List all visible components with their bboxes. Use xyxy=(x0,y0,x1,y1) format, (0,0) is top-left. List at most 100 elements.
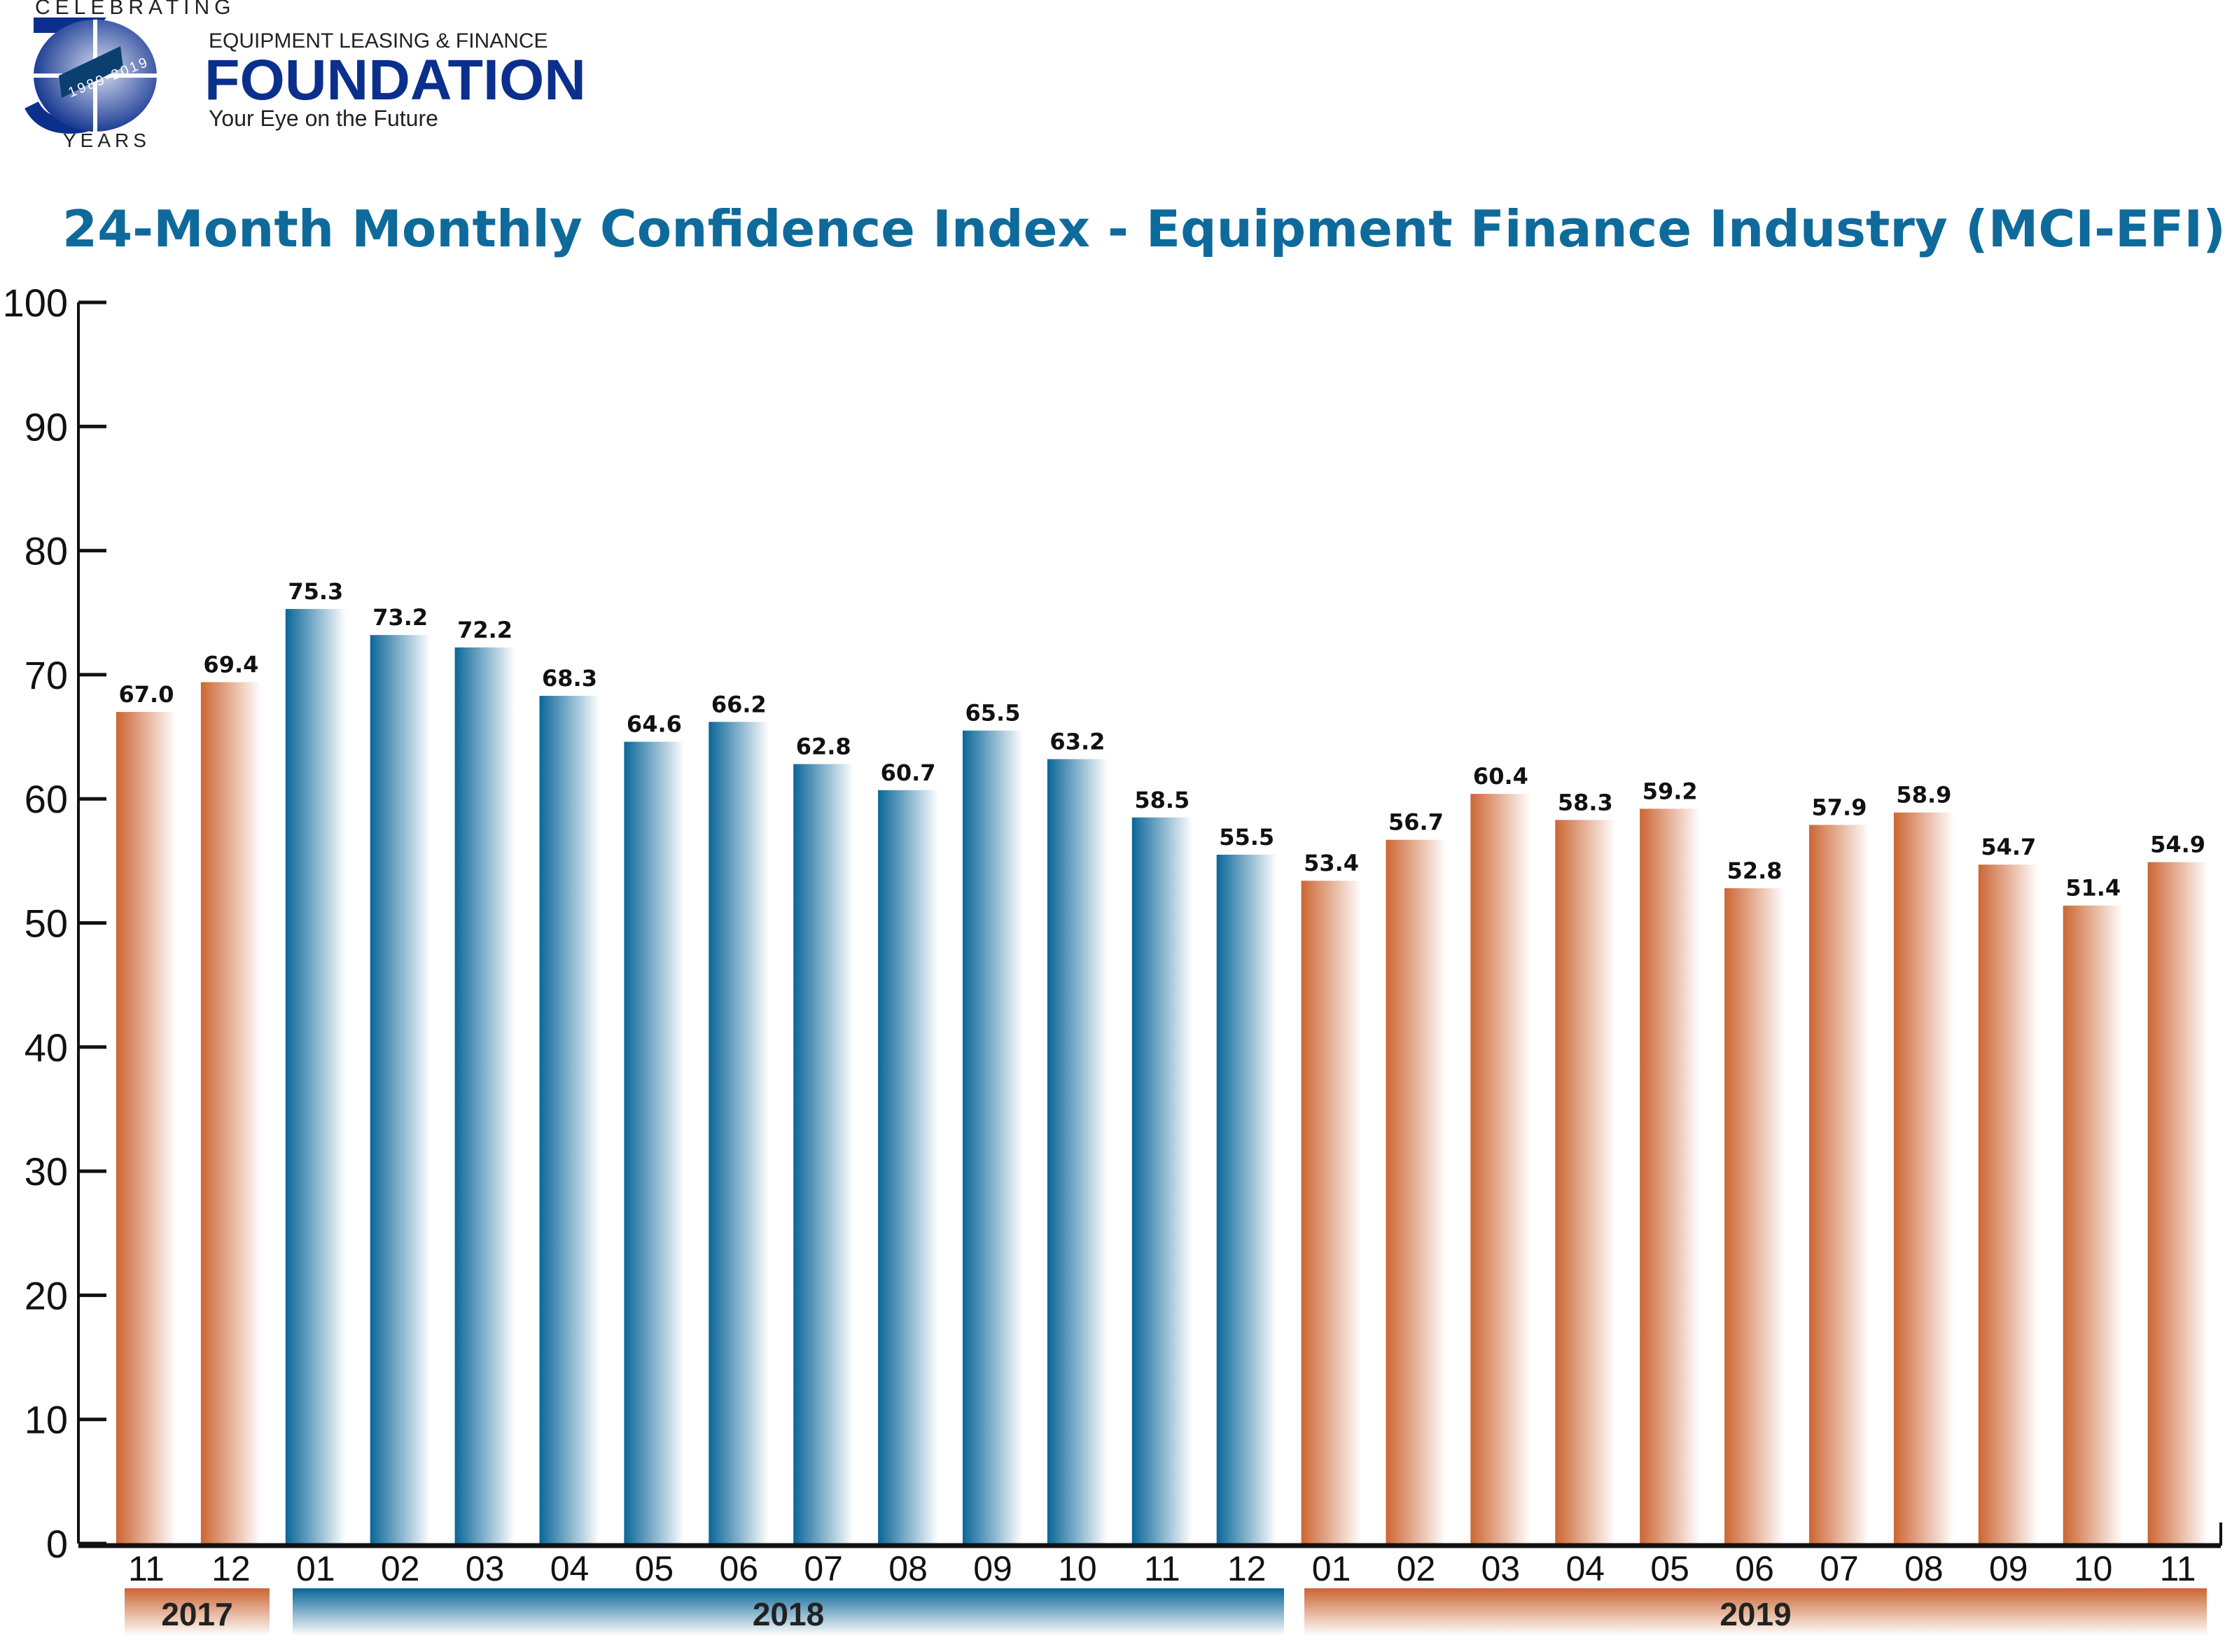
x-tick-label: 05 xyxy=(635,1549,674,1588)
x-tick-label: 06 xyxy=(719,1549,758,1588)
x-tick-label: 04 xyxy=(1565,1549,1605,1588)
data-label: 56.7 xyxy=(1388,809,1444,836)
data-label: 57.9 xyxy=(1812,794,1867,820)
bar xyxy=(370,635,431,1544)
data-label: 67.0 xyxy=(119,681,174,708)
data-label: 54.7 xyxy=(1981,834,2036,860)
year-label: 2017 xyxy=(161,1596,232,1632)
logo-celebrating: CELEBRATING xyxy=(35,0,236,19)
year-label: 2018 xyxy=(753,1596,824,1632)
bar xyxy=(2147,862,2208,1544)
x-tick-label: 02 xyxy=(1397,1549,1436,1588)
year-band xyxy=(293,1588,1284,1636)
bar xyxy=(1555,820,1616,1544)
x-tick-label: 10 xyxy=(2074,1549,2113,1588)
bar xyxy=(878,790,939,1544)
y-axis: 0 10 20 30 40 50 60 70 80 90 100 xyxy=(3,281,106,1566)
bar xyxy=(2063,905,2123,1544)
bar xyxy=(285,608,346,1544)
x-tick-label: 11 xyxy=(1144,1549,1180,1588)
y-tick-label: 10 xyxy=(25,1398,68,1442)
bar xyxy=(200,682,261,1544)
data-label: 58.3 xyxy=(1558,789,1613,816)
data-label: 51.4 xyxy=(2065,875,2121,902)
y-tick-label: 60 xyxy=(25,777,68,821)
bar xyxy=(539,696,600,1544)
data-label: 58.9 xyxy=(1896,782,1951,808)
x-tick-label: 11 xyxy=(2160,1549,2196,1588)
x-axis: 11 12 01 02 03 04 05 06 07 08 09 10 11 12 01 02 03 04 05 06… xyxy=(78,1522,2222,1588)
data-label: 59.2 xyxy=(1642,778,1698,804)
bars: 67.0 69.4 75.3 73.2 72.2 68.3 64.6 66.2 62.8 60.7… xyxy=(116,578,2208,1544)
y-tick-label: 70 xyxy=(25,653,68,697)
logo-ribbon xyxy=(59,46,123,98)
data-label: 72.2 xyxy=(457,617,512,643)
x-tick-label: 09 xyxy=(973,1549,1012,1588)
x-tick-label: 10 xyxy=(1058,1549,1097,1588)
year-band xyxy=(1304,1588,2207,1636)
x-tick-label: 03 xyxy=(466,1549,505,1588)
logo-org-name: FOUNDATION xyxy=(204,48,586,112)
logo: CELEBRATING 30 1989-2019 YEARS EQUIPMENT… xyxy=(25,0,586,151)
bar xyxy=(709,722,769,1544)
y-tick-label: 40 xyxy=(25,1026,68,1070)
bar xyxy=(1978,864,2039,1544)
bar xyxy=(1809,825,1869,1544)
logo-org-line: EQUIPMENT LEASING & FINANCE xyxy=(209,29,548,52)
bar xyxy=(1724,888,1785,1544)
bar xyxy=(963,730,1023,1544)
year-bands: 2017 2018 2019 xyxy=(125,1588,2207,1636)
data-label: 60.4 xyxy=(1473,763,1528,790)
bar xyxy=(1131,817,1192,1544)
data-label: 52.8 xyxy=(1727,858,1783,884)
year-band xyxy=(125,1588,270,1636)
y-tick-label: 80 xyxy=(25,529,68,573)
data-label: 63.2 xyxy=(1049,728,1105,755)
bar xyxy=(1640,808,1701,1544)
data-label: 73.2 xyxy=(372,604,428,631)
data-label: 55.5 xyxy=(1219,824,1274,850)
data-label: 75.3 xyxy=(288,578,343,605)
bar xyxy=(1893,812,1954,1544)
logo-years: YEARS xyxy=(63,130,151,151)
chart-title: 24-Month Monthly Confidence Index - Equi… xyxy=(62,200,2225,258)
data-label: 68.3 xyxy=(542,665,597,692)
x-tick-label: 01 xyxy=(296,1549,335,1588)
x-tick-label: 08 xyxy=(888,1549,928,1588)
data-label: 54.9 xyxy=(2150,832,2205,858)
bar xyxy=(116,712,176,1544)
y-tick-label: 50 xyxy=(25,902,68,946)
x-tick-label: 07 xyxy=(804,1549,843,1588)
bar xyxy=(1386,839,1446,1544)
data-label: 64.6 xyxy=(627,711,682,738)
bar xyxy=(793,764,854,1544)
x-tick-label: 12 xyxy=(211,1549,251,1588)
data-label: 60.7 xyxy=(881,760,936,786)
y-tick-label: 30 xyxy=(25,1149,68,1194)
y-tick-label: 100 xyxy=(3,281,68,325)
x-tick-label: 02 xyxy=(381,1549,420,1588)
x-tick-label: 08 xyxy=(1904,1549,1944,1588)
x-tick-label: 06 xyxy=(1735,1549,1774,1588)
x-tick-label: 05 xyxy=(1650,1549,1689,1588)
y-tick-label: 90 xyxy=(25,405,68,449)
bar xyxy=(624,741,685,1544)
data-label: 69.4 xyxy=(203,652,258,678)
bar xyxy=(1470,794,1531,1544)
bar xyxy=(1047,759,1108,1544)
x-tick-label: 09 xyxy=(1989,1549,2028,1588)
data-label: 53.4 xyxy=(1304,850,1359,876)
y-tick-label: 20 xyxy=(25,1273,68,1317)
data-label: 65.5 xyxy=(965,700,1021,727)
bar xyxy=(1216,854,1277,1544)
data-label: 58.5 xyxy=(1134,787,1190,813)
data-label: 62.8 xyxy=(796,734,851,760)
y-tick-label: 0 xyxy=(46,1522,68,1566)
x-tick-label: 03 xyxy=(1481,1549,1521,1588)
x-tick-label: 12 xyxy=(1227,1549,1267,1588)
x-tick-label: 11 xyxy=(128,1549,165,1588)
bar xyxy=(454,647,515,1544)
x-tick-label: 07 xyxy=(1820,1549,1859,1588)
logo-tagline: Your Eye on the Future xyxy=(209,106,438,131)
